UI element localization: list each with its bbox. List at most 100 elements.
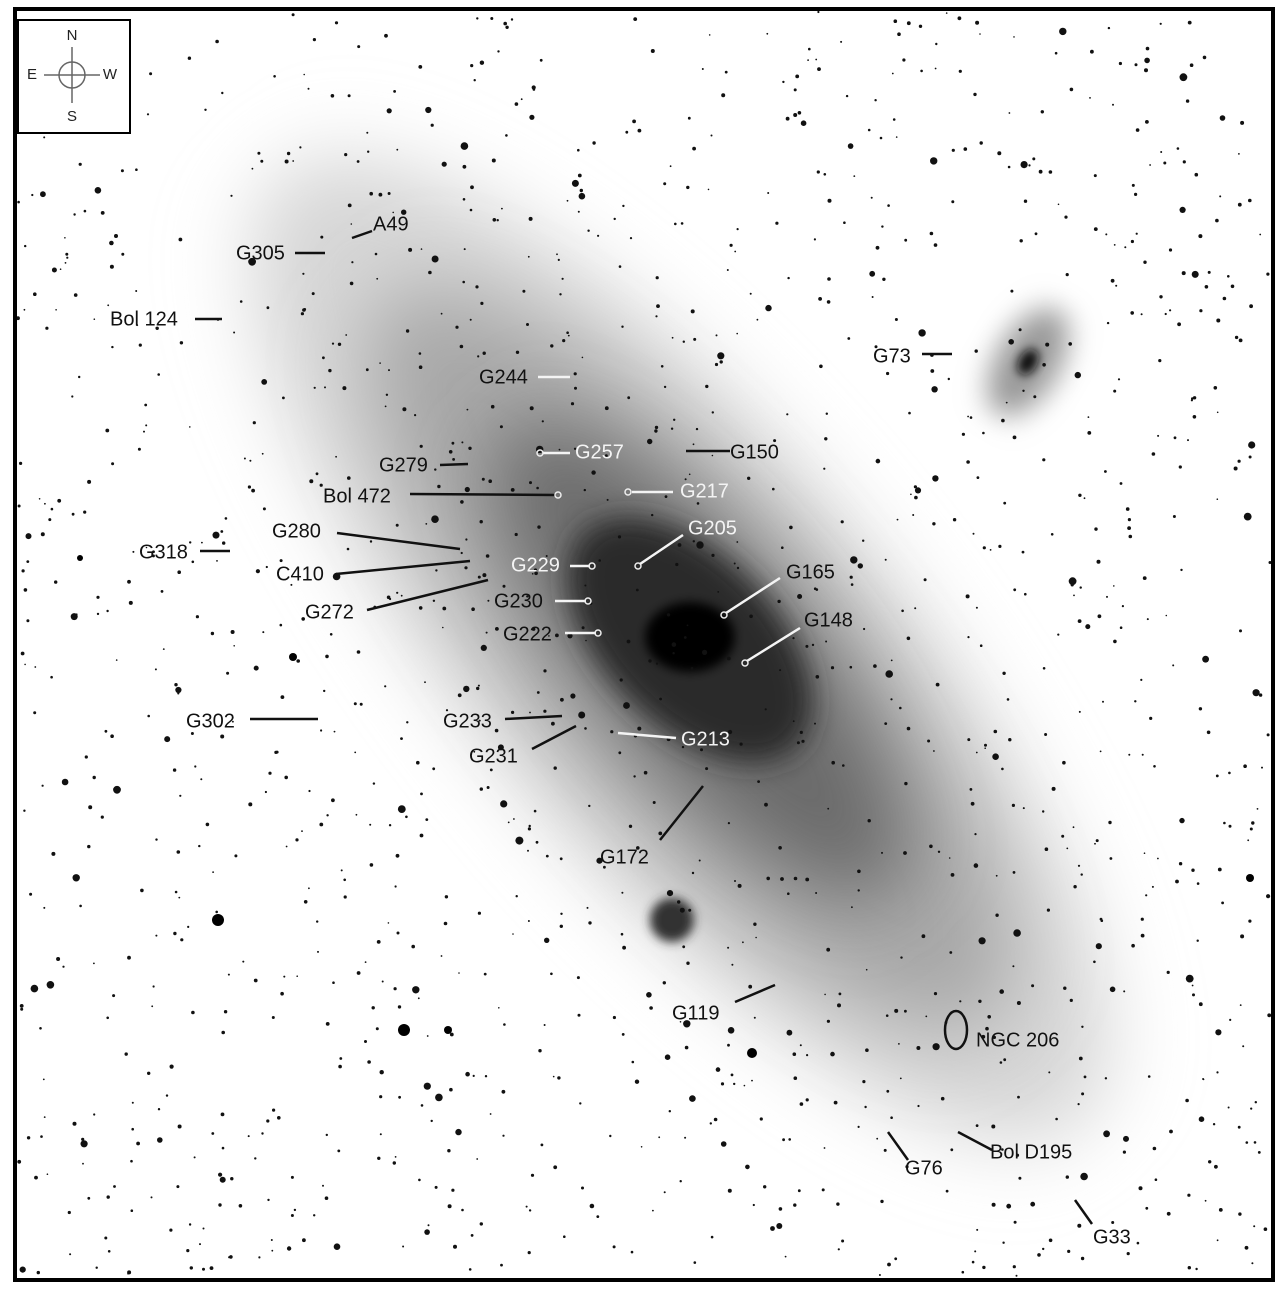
star <box>100 815 104 819</box>
star <box>1045 342 1050 347</box>
star <box>212 914 224 926</box>
star <box>55 309 57 311</box>
star <box>975 20 980 25</box>
star <box>734 250 737 253</box>
star <box>40 532 45 537</box>
star <box>917 1104 920 1108</box>
star <box>921 934 926 939</box>
star <box>683 636 687 639</box>
star <box>155 326 159 330</box>
cluster-label: G165 <box>786 561 835 583</box>
star <box>711 553 715 558</box>
star <box>906 726 911 731</box>
star <box>1013 929 1021 937</box>
star <box>480 644 487 652</box>
star <box>894 1008 899 1013</box>
star <box>637 726 642 731</box>
star <box>1166 970 1170 975</box>
star <box>1238 338 1243 343</box>
star <box>475 285 479 289</box>
star <box>353 702 357 706</box>
star <box>164 736 171 743</box>
star <box>367 1060 371 1064</box>
star <box>393 90 396 93</box>
star <box>290 583 293 586</box>
star <box>264 790 267 794</box>
star <box>1013 588 1017 592</box>
star <box>346 547 350 551</box>
star <box>1199 309 1203 313</box>
star <box>100 211 105 215</box>
star <box>503 1023 506 1026</box>
star <box>20 1007 24 1011</box>
cluster-label: G33 <box>1093 1226 1131 1248</box>
star <box>487 599 490 602</box>
star <box>481 477 485 481</box>
star <box>683 1020 691 1028</box>
star <box>660 365 664 368</box>
star <box>1233 466 1238 471</box>
star <box>147 714 150 718</box>
star <box>932 522 936 526</box>
star <box>529 406 534 411</box>
star <box>489 1113 492 1115</box>
star <box>191 1010 195 1015</box>
star <box>819 364 823 369</box>
star <box>1032 157 1036 161</box>
star <box>26 560 30 563</box>
star <box>933 750 935 752</box>
star <box>912 514 915 516</box>
star <box>785 116 790 121</box>
star <box>826 1019 831 1023</box>
star <box>437 484 441 489</box>
star <box>742 941 744 944</box>
star <box>886 371 890 376</box>
star <box>1202 655 1209 663</box>
star <box>387 922 390 924</box>
star <box>322 1184 324 1187</box>
star <box>464 566 468 570</box>
star <box>485 554 490 558</box>
star <box>1087 416 1090 418</box>
star <box>412 986 420 994</box>
star <box>23 308 26 311</box>
star <box>149 72 153 76</box>
cluster-label: G205 <box>688 517 737 539</box>
star <box>282 396 285 400</box>
star <box>715 334 718 337</box>
star <box>992 753 999 760</box>
star <box>112 994 116 998</box>
star <box>342 386 347 391</box>
star <box>1038 169 1043 174</box>
star <box>949 951 953 954</box>
cluster-label: A49 <box>373 213 409 235</box>
star <box>202 1227 205 1230</box>
star <box>317 950 319 953</box>
star <box>350 223 353 225</box>
star <box>649 1006 653 1010</box>
star <box>1267 1013 1272 1018</box>
star <box>934 67 937 70</box>
star <box>1008 112 1011 114</box>
star <box>463 685 470 693</box>
star <box>324 1196 329 1200</box>
star <box>1128 534 1133 539</box>
star <box>690 309 695 314</box>
star <box>471 607 475 611</box>
star <box>975 1124 979 1127</box>
star <box>33 711 37 715</box>
star <box>633 775 636 778</box>
star <box>46 981 55 989</box>
star <box>1007 165 1011 169</box>
star <box>793 113 798 117</box>
star <box>625 130 629 134</box>
star <box>392 211 395 214</box>
leader-line <box>366 578 489 612</box>
star <box>178 896 181 899</box>
cluster-label: G229 <box>511 554 560 576</box>
star <box>460 500 464 504</box>
star <box>1001 418 1005 423</box>
star <box>899 1077 902 1080</box>
star <box>195 615 199 619</box>
star <box>515 836 524 845</box>
